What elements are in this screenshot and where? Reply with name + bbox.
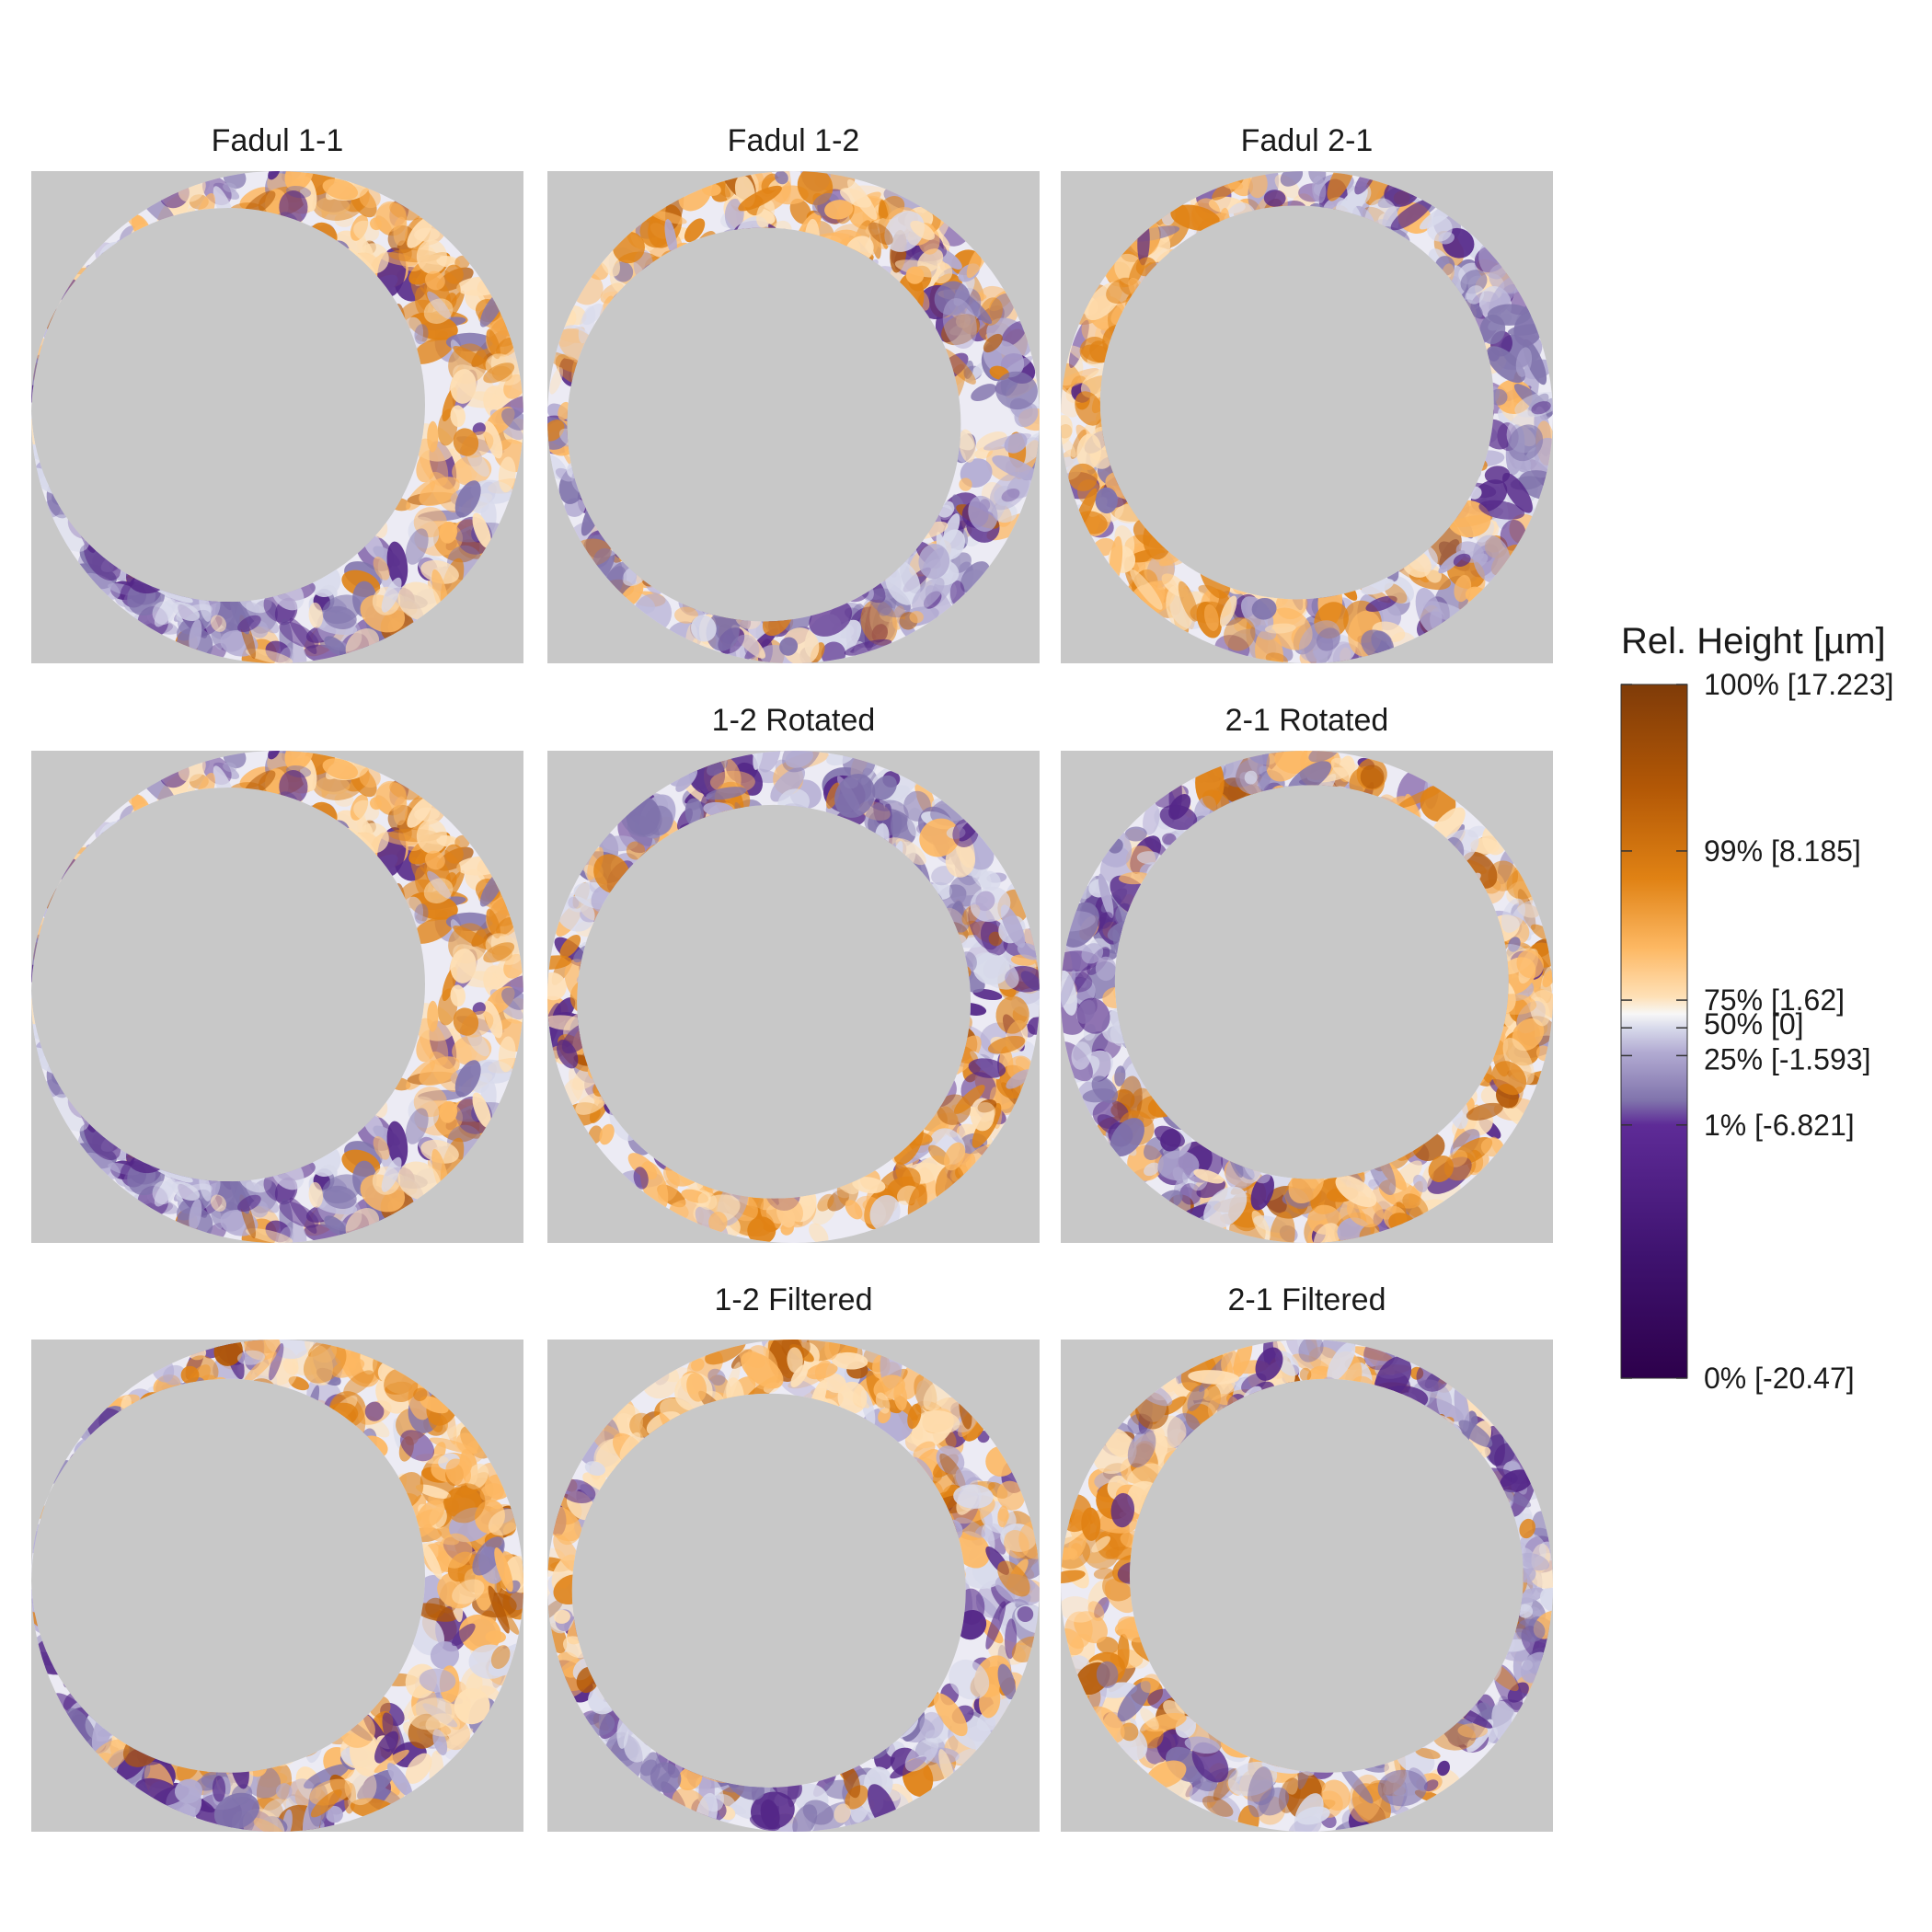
- surface-panel: [30, 1340, 523, 1832]
- surface-panel: 2-1 Filtered: [1061, 1282, 1553, 1832]
- legend-label: 1% [-6.821]: [1704, 1109, 1855, 1142]
- surface-panel: Fadul 1-2: [547, 123, 1040, 664]
- legend-label: 100% [17.223]: [1704, 668, 1893, 701]
- legend-label: 99% [8.185]: [1704, 834, 1861, 868]
- color-legend: Rel. Height [µm] 100% [17.223] 99% [8.185…: [1620, 621, 1893, 1395]
- panel-title: 1-2 Rotated: [712, 703, 876, 738]
- legend-label: 25% [-1.593]: [1704, 1042, 1870, 1075]
- panel-title: 1-2 Filtered: [715, 1282, 873, 1317]
- surface-panel: Fadul 1-1: [30, 123, 523, 664]
- legend-color-bar: [1620, 684, 1688, 1379]
- panel-title: 2-1 Filtered: [1228, 1282, 1386, 1317]
- surface-panel: 1-2 Filtered: [547, 1282, 1040, 1832]
- legend-label: 75% [1.62]: [1704, 983, 1845, 1017]
- legend-label: 0% [-20.47]: [1704, 1362, 1855, 1395]
- panel-title: Fadul 2-1: [1241, 123, 1374, 158]
- legend-title: Rel. Height [µm]: [1621, 621, 1886, 661]
- surface-panel: [30, 751, 523, 1243]
- legend-label: 50% [0]: [1704, 1007, 1804, 1041]
- panel-grid: Fadul 1-1 Fadul 1-2 Fadul 2-1 1-2 Rotated 2-…: [30, 123, 1553, 1832]
- surface-panel: 1-2 Rotated: [547, 703, 1040, 1243]
- panel-title: Fadul 1-1: [212, 123, 344, 158]
- surface-panel: Fadul 2-1: [1061, 123, 1553, 664]
- panel-title: 2-1 Rotated: [1225, 703, 1389, 738]
- panel-title: Fadul 1-2: [728, 123, 860, 158]
- surface-panel: 2-1 Rotated: [1061, 703, 1553, 1243]
